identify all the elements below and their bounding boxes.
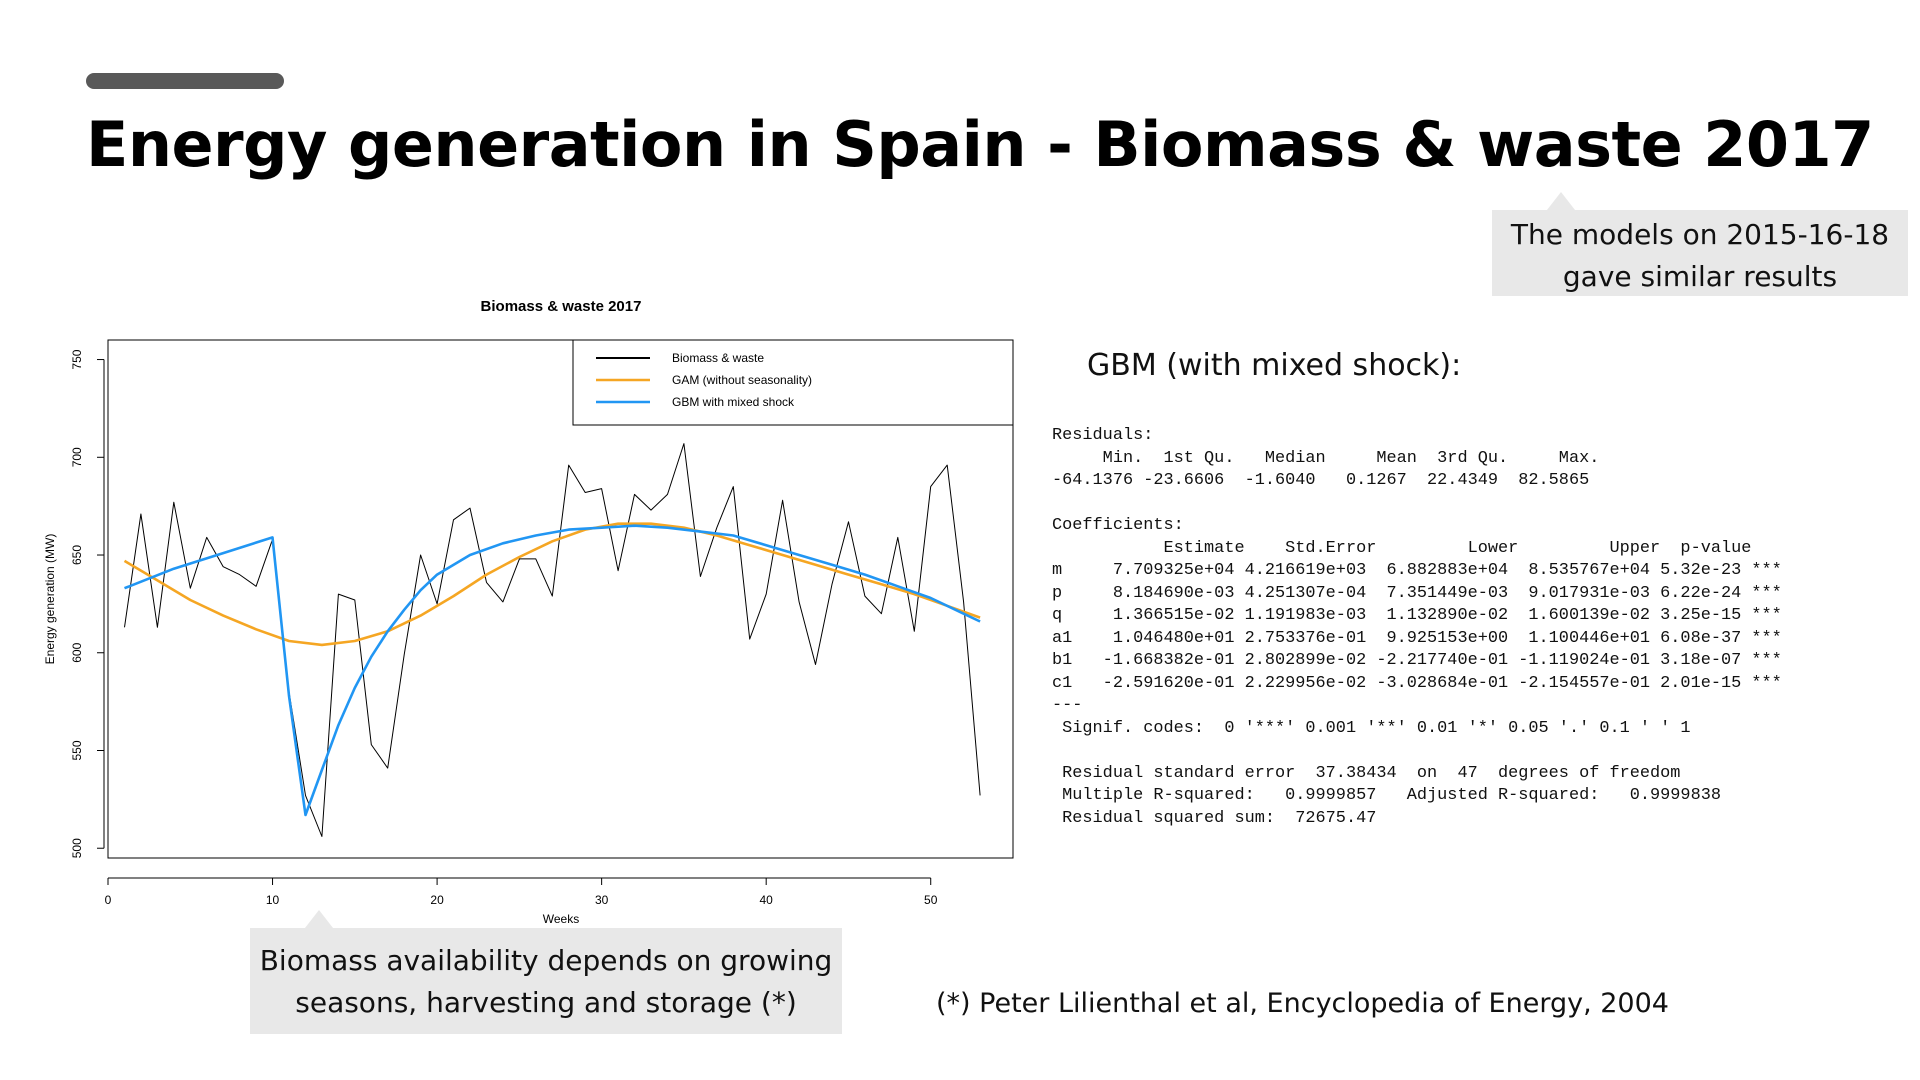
legend-label: GBM with mixed shock bbox=[672, 395, 795, 409]
x-tick-label: 30 bbox=[595, 893, 609, 907]
x-tick-label: 50 bbox=[924, 893, 938, 907]
callout-line: gave similar results bbox=[1562, 260, 1838, 293]
slide-title: Energy generation in Spain - Biomass & w… bbox=[86, 108, 1874, 181]
output-line: c1 -2.591620e-01 2.229956e-02 -3.028684e… bbox=[1052, 673, 1782, 693]
y-tick-label: 600 bbox=[70, 642, 84, 662]
output-line: Residual squared sum: 72675.47 bbox=[1052, 808, 1377, 828]
x-tick-label: 40 bbox=[760, 893, 774, 907]
output-line: m 7.709325e+04 4.216619e+03 6.882883e+04… bbox=[1052, 561, 1782, 580]
legend-box bbox=[572, 339, 1014, 426]
output-line: b1 -1.668382e-01 2.802899e-02 -2.217740e… bbox=[1052, 651, 1782, 670]
model-heading: GBM (with mixed shock): bbox=[1087, 348, 1462, 383]
output-line: p 8.184690e-03 4.251307e-04 7.351449e-03… bbox=[1052, 583, 1782, 603]
callout-biomass-availability: Biomass availability depends on growing … bbox=[250, 910, 842, 1034]
chart-title: Biomass & waste 2017 bbox=[481, 298, 642, 315]
y-tick-label: 650 bbox=[70, 545, 84, 565]
x-tick-label: 10 bbox=[266, 893, 280, 907]
chart-legend: Biomass & waste GAM (without seasonality)… bbox=[572, 339, 1014, 426]
series-line-1 bbox=[124, 443, 981, 837]
legend-label: GAM (without seasonality) bbox=[672, 373, 812, 387]
output-line: Signif. codes: 0 '***' 0.001 '**' 0.01 '… bbox=[1052, 718, 1691, 738]
x-axis: 0 10 20 30 40 50 bbox=[105, 877, 938, 907]
output-line: a1 1.046480e+01 2.753376e-01 9.925153e+0… bbox=[1052, 628, 1782, 648]
callout-line: Biomass availability depends on growing bbox=[259, 944, 833, 977]
y-tick-label: 700 bbox=[70, 447, 84, 467]
output-line: Multiple R-squared: 0.9999857 Adjusted R… bbox=[1052, 786, 1721, 805]
callout-line: The models on 2015-16-18 bbox=[1510, 218, 1890, 251]
y-axis-label: Energy generation (MW) bbox=[43, 534, 57, 665]
series-layer bbox=[123, 443, 981, 837]
x-tick-label: 20 bbox=[430, 893, 444, 907]
output-line: -64.1376 -23.6606 -1.6040 0.1267 22.4349… bbox=[1052, 471, 1590, 490]
series-line-2 bbox=[123, 522, 981, 647]
y-tick-label: 550 bbox=[70, 740, 84, 760]
x-axis-label: Weeks bbox=[543, 912, 579, 925]
y-axis: 500 550 600 650 700 750 bbox=[70, 349, 105, 858]
regression-summary: Residuals: Min. 1st Qu. Median Mean 3rd … bbox=[1052, 425, 1782, 830]
plot-frame bbox=[107, 339, 1014, 859]
y-tick-label: 750 bbox=[70, 349, 84, 369]
output-line: Residuals: bbox=[1052, 426, 1154, 445]
output-line: Min. 1st Qu. Median Mean 3rd Qu. Max. bbox=[1052, 448, 1600, 468]
y-tick-label: 500 bbox=[70, 838, 84, 858]
reference-citation: (*) Peter Lilienthal et al, Encyclopedia… bbox=[936, 988, 1669, 1019]
output-line: --- bbox=[1052, 696, 1083, 715]
callout-similar-results: The models on 2015-16-18 gave similar re… bbox=[1492, 192, 1908, 296]
biomass-chart: Biomass & waste 2017 0 10 20 30 40 50 500 550 6… bbox=[43, 298, 1014, 925]
output-line: Residual standard error 37.38434 on 47 d… bbox=[1052, 763, 1681, 783]
title-accent-bar bbox=[86, 73, 284, 89]
series-line-3 bbox=[124, 524, 981, 817]
x-tick-label: 0 bbox=[105, 893, 112, 907]
output-line: Coefficients: bbox=[1052, 516, 1184, 535]
output-line: q 1.366515e-02 1.191983e-03 1.132890e-02… bbox=[1052, 606, 1782, 625]
callout-line: seasons, harvesting and storage (*) bbox=[295, 986, 797, 1019]
legend-label: Biomass & waste bbox=[672, 351, 764, 365]
output-line: Estimate Std.Error Lower Upper p-value bbox=[1052, 538, 1752, 558]
